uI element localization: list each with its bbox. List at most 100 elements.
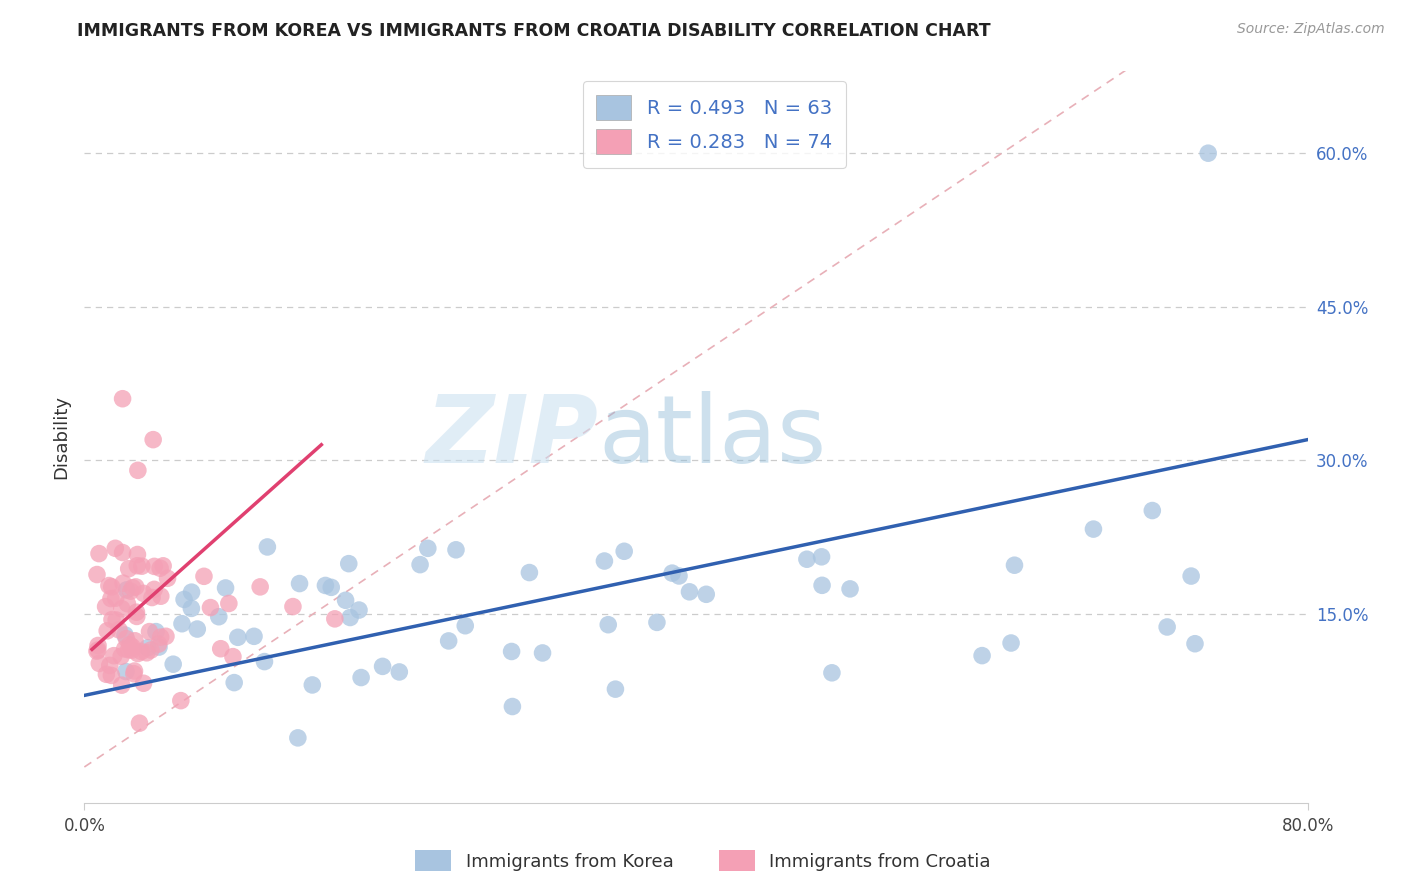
Point bbox=[256, 540, 278, 554]
Point bbox=[96, 667, 118, 681]
Point bbox=[111, 678, 134, 692]
Point bbox=[208, 609, 231, 624]
Point bbox=[335, 593, 357, 607]
Point bbox=[127, 463, 149, 477]
Point bbox=[104, 591, 127, 606]
Point bbox=[661, 566, 683, 581]
Point bbox=[112, 576, 135, 591]
Point bbox=[200, 600, 222, 615]
Point bbox=[180, 585, 202, 599]
Point bbox=[193, 569, 215, 583]
Point bbox=[416, 541, 439, 556]
Point bbox=[120, 584, 142, 599]
Point bbox=[108, 623, 131, 637]
Point bbox=[1142, 503, 1164, 517]
Point bbox=[301, 678, 323, 692]
Point bbox=[115, 632, 138, 646]
Point bbox=[598, 617, 620, 632]
Point bbox=[87, 643, 110, 657]
Point bbox=[111, 392, 134, 406]
Point bbox=[444, 542, 467, 557]
Point bbox=[152, 558, 174, 573]
Point bbox=[148, 640, 170, 654]
Point bbox=[173, 592, 195, 607]
Point bbox=[128, 716, 150, 731]
Point bbox=[115, 582, 138, 597]
Point bbox=[114, 641, 136, 656]
Point bbox=[105, 613, 128, 627]
Point bbox=[209, 641, 232, 656]
Y-axis label: Disability: Disability bbox=[52, 395, 70, 479]
Point bbox=[142, 433, 165, 447]
Point bbox=[127, 548, 149, 562]
Point bbox=[287, 731, 309, 745]
Point bbox=[127, 558, 149, 573]
Point bbox=[96, 624, 118, 638]
Point bbox=[437, 634, 460, 648]
Point bbox=[97, 578, 120, 592]
Point bbox=[125, 609, 148, 624]
Point bbox=[605, 682, 627, 697]
Point bbox=[103, 648, 125, 663]
Point bbox=[94, 599, 117, 614]
Point bbox=[121, 581, 143, 595]
Point bbox=[135, 646, 157, 660]
Point bbox=[811, 578, 834, 592]
Point bbox=[162, 657, 184, 672]
Point bbox=[111, 545, 134, 559]
Point bbox=[149, 561, 172, 575]
Point bbox=[1083, 522, 1105, 536]
Point bbox=[155, 629, 177, 643]
Point bbox=[288, 576, 311, 591]
Point bbox=[337, 557, 360, 571]
Point bbox=[454, 618, 477, 632]
Text: IMMIGRANTS FROM KOREA VS IMMIGRANTS FROM CROATIA DISABILITY CORRELATION CHART: IMMIGRANTS FROM KOREA VS IMMIGRANTS FROM… bbox=[77, 22, 991, 40]
Point bbox=[122, 666, 145, 681]
Point bbox=[645, 615, 668, 630]
Point bbox=[321, 580, 343, 594]
Point bbox=[970, 648, 993, 663]
Point bbox=[810, 549, 832, 564]
Point bbox=[148, 637, 170, 651]
Point bbox=[1184, 637, 1206, 651]
Point bbox=[143, 582, 166, 597]
Point bbox=[218, 597, 240, 611]
Point bbox=[118, 638, 141, 652]
Point bbox=[180, 601, 202, 615]
Point bbox=[125, 605, 148, 619]
Point bbox=[136, 640, 159, 655]
Point bbox=[100, 580, 122, 594]
Point bbox=[388, 665, 411, 679]
Point bbox=[695, 587, 717, 601]
Point bbox=[249, 580, 271, 594]
Text: ZIP: ZIP bbox=[425, 391, 598, 483]
Point bbox=[121, 643, 143, 657]
Point bbox=[519, 566, 541, 580]
Point bbox=[226, 630, 249, 644]
Point bbox=[145, 624, 167, 639]
Point bbox=[350, 671, 373, 685]
Point bbox=[101, 613, 124, 627]
Point bbox=[141, 591, 163, 605]
Point bbox=[531, 646, 554, 660]
Point bbox=[678, 584, 700, 599]
Point bbox=[281, 599, 304, 614]
Point bbox=[86, 644, 108, 658]
Point bbox=[87, 547, 110, 561]
Point bbox=[821, 665, 844, 680]
Point bbox=[124, 633, 146, 648]
Point bbox=[100, 591, 122, 606]
Point bbox=[170, 616, 193, 631]
Point bbox=[98, 658, 121, 673]
Point bbox=[100, 668, 122, 682]
Point bbox=[186, 622, 208, 636]
Point bbox=[253, 655, 276, 669]
Point bbox=[132, 586, 155, 600]
Text: atlas: atlas bbox=[598, 391, 827, 483]
Point bbox=[139, 643, 162, 657]
Point bbox=[796, 552, 818, 566]
Point bbox=[149, 589, 172, 603]
Text: Source: ZipAtlas.com: Source: ZipAtlas.com bbox=[1237, 22, 1385, 37]
Point bbox=[143, 559, 166, 574]
Point bbox=[347, 603, 370, 617]
